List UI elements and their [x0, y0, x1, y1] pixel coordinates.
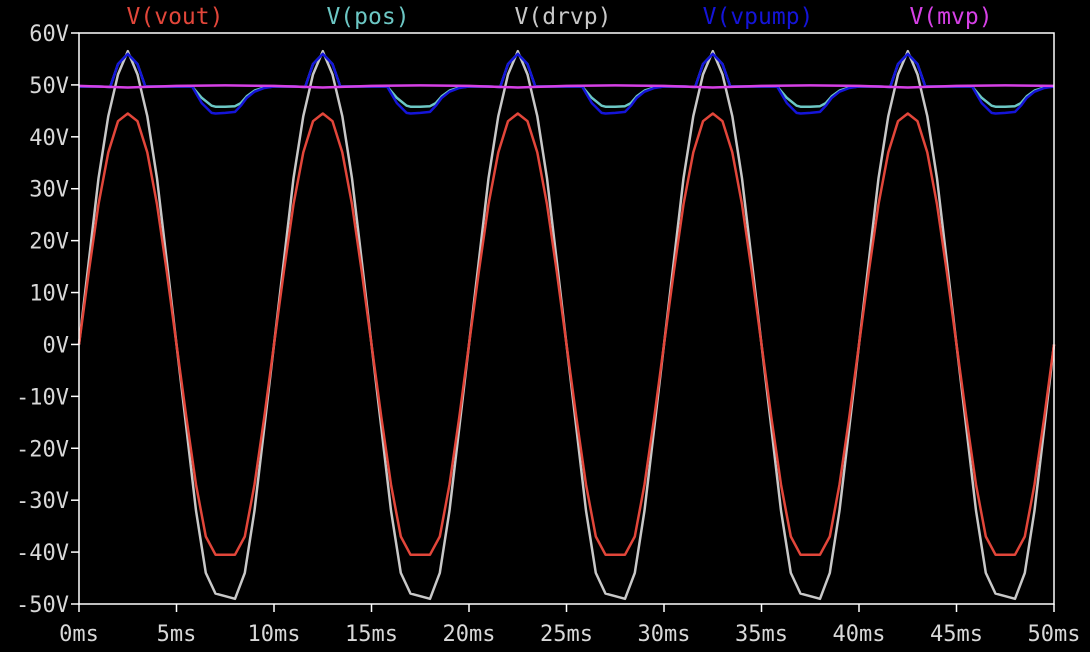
- x-axis: 0ms 5ms 10ms 15ms 20ms 25ms 30ms 35ms 40ms 45ms 50…: [59, 604, 1080, 647]
- y-tick-label: 10V: [29, 282, 69, 307]
- y-tick-label: -30V: [16, 489, 69, 514]
- legend-entry: V(mvp): [909, 4, 992, 30]
- y-tick-label: -20V: [16, 437, 69, 462]
- y-tick-label: 60V: [29, 22, 69, 47]
- y-tick-label: 40V: [29, 126, 69, 151]
- series-line-vvpump: [79, 52, 1055, 115]
- x-tick-label: 5ms: [157, 622, 197, 647]
- y-tick-label: 20V: [29, 230, 69, 255]
- x-tick-label: 45ms: [930, 622, 983, 647]
- series-layer: [77, 49, 1056, 601]
- y-tick-label: 50V: [29, 74, 69, 99]
- x-tick-label: 10ms: [248, 622, 301, 647]
- x-tick-label: 50ms: [1028, 622, 1081, 647]
- legend-entry: V(vout): [127, 4, 224, 30]
- y-tick-label: 30V: [29, 178, 69, 203]
- y-tick-label: -50V: [16, 593, 69, 618]
- y-axis: 60V 50V 40V 30V 20V 10V 0V -10V -20V -30V -40V -50V: [16, 22, 79, 618]
- x-tick-label: 30ms: [638, 622, 691, 647]
- legend-entry: V(vpump): [703, 4, 814, 30]
- x-tick-label: 40ms: [833, 622, 886, 647]
- x-tick-label: 0ms: [59, 622, 99, 647]
- x-tick-label: 15ms: [345, 622, 398, 647]
- series-line-vmvp: [78, 84, 1055, 89]
- legend: V(vout) V(pos) V(drvp) V(vpump) V(mvp): [127, 4, 993, 30]
- x-tick-label: 25ms: [540, 622, 593, 647]
- x-tick-label: 35ms: [735, 622, 788, 647]
- y-tick-label: -40V: [16, 541, 69, 566]
- x-tick-label: 20ms: [443, 622, 496, 647]
- y-tick-label: -10V: [16, 385, 69, 410]
- series-line-vvout: [77, 112, 1056, 556]
- y-tick-label: 0V: [43, 333, 70, 358]
- legend-entry: V(drvp): [515, 4, 612, 30]
- legend-entry: V(pos): [326, 4, 409, 30]
